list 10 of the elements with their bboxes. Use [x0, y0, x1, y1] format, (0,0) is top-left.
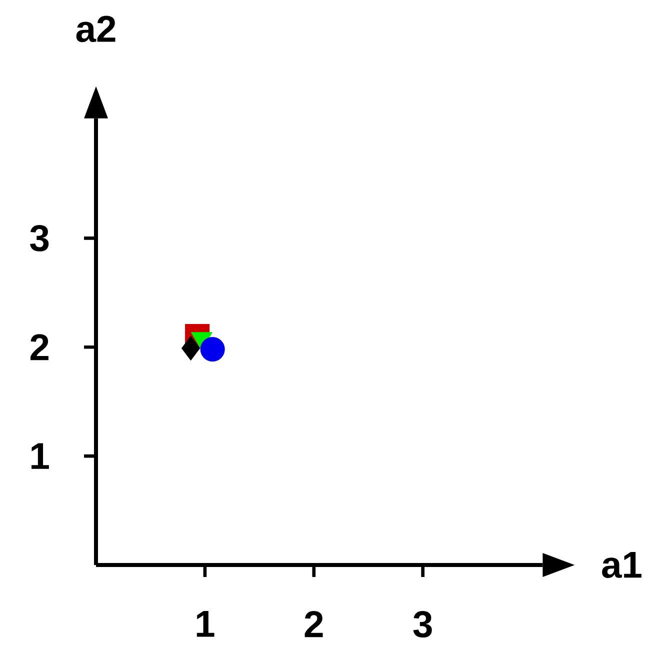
y-tick-label: 3	[30, 224, 49, 252]
x-tick-label: 3	[413, 611, 432, 638]
y-tick-label: 2	[30, 334, 48, 360]
x-tick-label: 2	[304, 611, 323, 638]
x-axis-title: a1	[602, 552, 642, 578]
point	[200, 337, 225, 362]
y-tick-label: 1	[32, 443, 49, 469]
x-tick-label: 1	[196, 611, 214, 637]
y-axis-title: a2	[76, 16, 116, 42]
point	[182, 336, 200, 360]
